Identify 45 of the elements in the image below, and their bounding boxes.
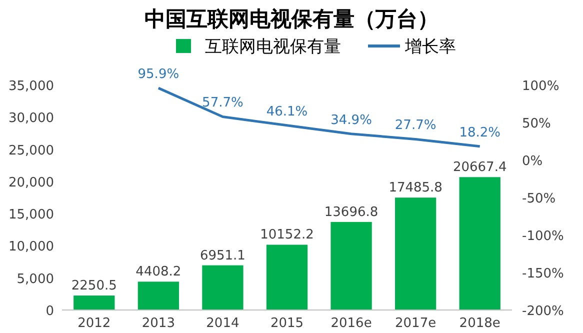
y-tick-label: 15,000: [8, 208, 54, 223]
data-label: 34.9%: [330, 112, 372, 128]
data-label: 27.7%: [394, 118, 436, 134]
legend-label: 互联网电视保有量: [205, 37, 341, 57]
data-label: 6951.1: [200, 248, 246, 264]
x-tick-label: 2016e: [330, 316, 372, 331]
y2-tick-label: -200%: [522, 304, 564, 319]
data-label: 13696.8: [324, 204, 378, 220]
x-tick-label: 2018e: [459, 316, 500, 331]
bar: [330, 222, 372, 310]
data-label: 17485.8: [388, 180, 442, 196]
bar: [459, 177, 500, 310]
data-label: 2250.5: [71, 278, 117, 294]
y-tick-label: 25,000: [8, 143, 54, 158]
y2-tick-label: 50%: [522, 116, 551, 132]
data-label: 4408.2: [136, 264, 182, 280]
bar: [74, 296, 115, 310]
chart-title: 中国互联网电视保有量（万台）: [144, 7, 438, 31]
data-label: 57.7%: [202, 96, 244, 111]
y2-tick-label: 100%: [522, 79, 560, 94]
data-label: 46.1%: [266, 104, 308, 120]
data-label: 20667.4: [452, 160, 507, 176]
y-tick-label: 10,000: [8, 240, 54, 255]
bar: [138, 282, 179, 310]
y-tick-label: 20,000: [8, 175, 54, 190]
x-tick-label: 2017e: [395, 316, 436, 331]
x-tick-label: 2014: [206, 316, 240, 331]
y2-tick-label: -150%: [522, 266, 564, 282]
x-tick-label: 2012: [78, 316, 111, 331]
y2-tick-label: 0%: [522, 154, 543, 169]
y2-tick-label: -50%: [522, 192, 556, 206]
x-tick-label: 2013: [142, 316, 175, 331]
bar: [395, 198, 436, 310]
x-tick-label: 2015: [270, 316, 304, 331]
y-tick-label: 30,000: [8, 111, 54, 126]
y-tick-label: 5,000: [16, 272, 54, 287]
legend-label: 增长率: [404, 37, 456, 57]
data-label: 18.2%: [459, 125, 501, 140]
y-tick-label: 35,000: [8, 79, 54, 94]
y-tick-label: 0: [46, 304, 54, 319]
data-label: 10152.2: [260, 228, 314, 243]
data-label: 95.9%: [138, 67, 180, 82]
bar: [202, 265, 244, 310]
bar: [266, 244, 308, 310]
y2-tick-label: -100%: [522, 229, 564, 244]
